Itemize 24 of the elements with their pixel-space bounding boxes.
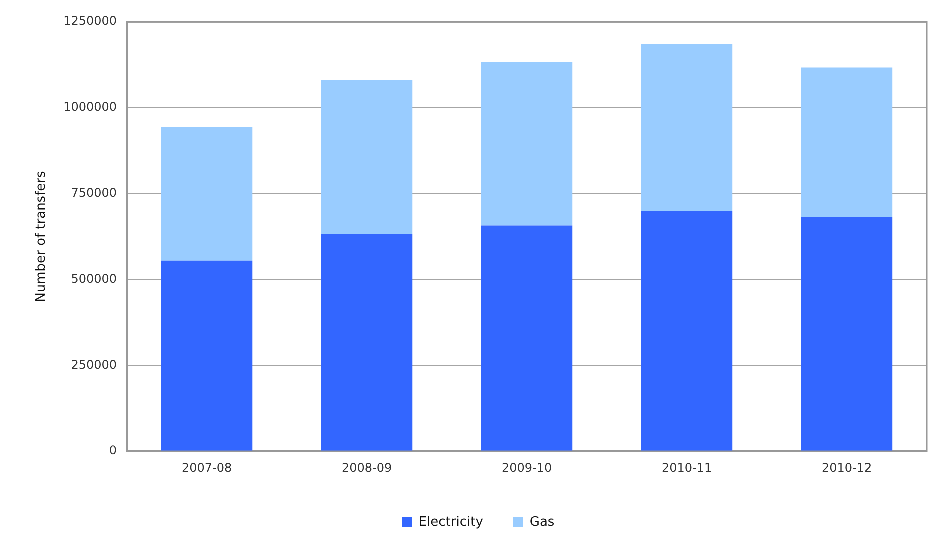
- y-tick-label: 250000: [71, 358, 118, 372]
- bar: [161, 127, 253, 261]
- y-axis-title: Number of transfers: [34, 171, 50, 302]
- x-tick-label: 2009-10: [502, 460, 552, 475]
- x-tick-label: 2010-12: [822, 460, 872, 475]
- bar: [321, 234, 413, 451]
- bar: [641, 211, 733, 451]
- y-tick-label: 1000000: [64, 100, 118, 114]
- bar: [161, 260, 253, 451]
- legend-label: Gas: [530, 514, 555, 530]
- bar: [801, 218, 893, 451]
- y-tick-label: 500000: [71, 272, 118, 286]
- bar: [641, 44, 733, 212]
- bar: [481, 62, 573, 226]
- x-tick-label: 2008-09: [342, 460, 392, 475]
- bar: [321, 80, 413, 234]
- y-tick-label: 750000: [71, 186, 118, 200]
- y-tick-label: 1250000: [64, 14, 118, 28]
- y-tick-label: 0: [109, 444, 118, 458]
- bar: [481, 226, 573, 451]
- x-tick-label: 2007-08: [182, 460, 232, 475]
- legend-label: Electricity: [418, 514, 484, 530]
- bar: [801, 68, 893, 218]
- x-tick-label: 2010-11: [662, 460, 712, 475]
